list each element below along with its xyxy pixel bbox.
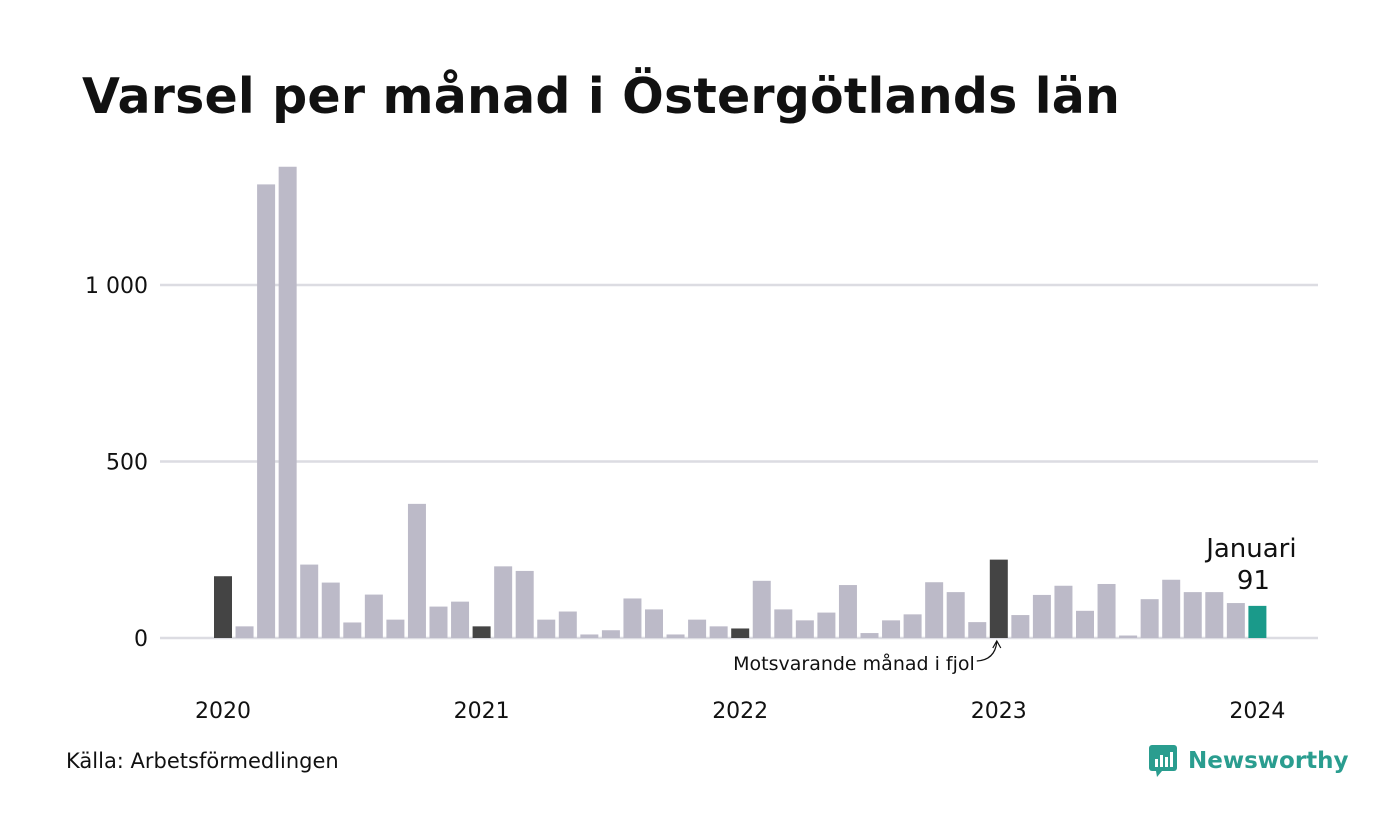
bar [537, 619, 556, 638]
bar [580, 634, 599, 638]
bar [1183, 592, 1202, 638]
bar [645, 609, 663, 638]
newsworthy-logo: Newsworthy [1148, 744, 1349, 778]
current-month-label: Januari [1204, 534, 1296, 564]
bar [989, 559, 1008, 638]
bar [1226, 603, 1245, 638]
current-value-label: 91 [1237, 566, 1270, 596]
bars [214, 166, 1267, 638]
bar [774, 609, 793, 638]
bar [451, 601, 470, 638]
brand-name: Newsworthy [1188, 748, 1349, 774]
bar [882, 620, 901, 638]
x-tick-label: 2020 [195, 699, 251, 724]
bar [1248, 605, 1267, 638]
x-tick-label: 2022 [712, 699, 768, 724]
bar [1119, 635, 1138, 638]
chart-title: Varsel per månad i Östergötlands län [82, 68, 1121, 125]
x-tick-label: 2021 [454, 699, 510, 724]
y-tick-label: 0 [134, 627, 148, 652]
y-tick-label: 500 [106, 451, 148, 476]
bar [838, 585, 857, 638]
bar [817, 612, 836, 638]
bar [1076, 610, 1094, 638]
bar [946, 592, 965, 638]
same-month-annotation: Motsvarande månad i fjol [733, 652, 975, 675]
bar [214, 576, 232, 638]
bar [1140, 599, 1159, 638]
bar [903, 614, 922, 638]
bar [343, 622, 362, 638]
bar [515, 570, 534, 638]
bar [278, 166, 297, 638]
bar [623, 598, 642, 638]
bar [1097, 583, 1116, 638]
bar [731, 628, 750, 638]
annotation-arrow [976, 641, 998, 662]
bar [386, 619, 405, 638]
bar [709, 626, 728, 638]
bar [1032, 594, 1051, 638]
bar [558, 611, 577, 638]
x-tick-label: 2023 [971, 699, 1027, 724]
bar [1205, 592, 1224, 638]
bar [321, 582, 340, 638]
bar [688, 619, 707, 638]
bar [601, 630, 620, 638]
bar [752, 580, 771, 638]
source-label: Källa: Arbetsförmedlingen [66, 749, 339, 773]
bar [860, 633, 879, 638]
bar [257, 184, 276, 638]
y-tick-label: 1 000 [85, 274, 148, 299]
bar [1054, 585, 1073, 638]
bar [1162, 579, 1181, 638]
bar [364, 594, 383, 638]
bar [407, 503, 426, 638]
bar [494, 566, 513, 638]
bar [235, 626, 254, 638]
bar [472, 626, 491, 638]
bar [300, 564, 319, 638]
bar [666, 634, 685, 638]
bar [795, 620, 814, 638]
bar [968, 622, 987, 638]
x-axis-year-labels: 2020 2021 2022 2023 2024 [195, 699, 1285, 724]
y-axis-tick-labels: 0 500 1 000 [85, 274, 148, 652]
bar [925, 582, 944, 638]
x-tick-label: 2024 [1229, 699, 1285, 724]
newsworthy-logo-icon [1149, 745, 1177, 777]
bar [1011, 615, 1030, 638]
bar [429, 606, 448, 638]
annotation-arrowhead [992, 639, 1002, 649]
